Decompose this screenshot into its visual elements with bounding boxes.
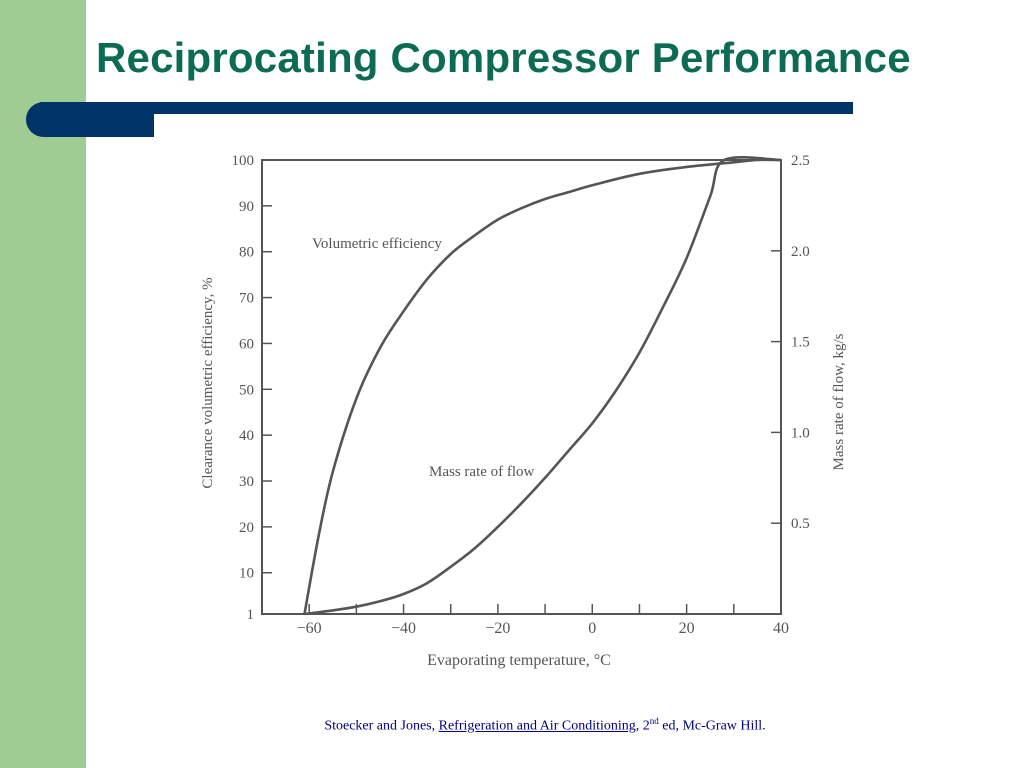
y-axis-label-right: Mass rate of flow, kg/s (831, 333, 847, 470)
left-tick-label: 20 (239, 520, 254, 536)
citation-edition: , 2 (635, 718, 650, 734)
x-tick-label: 20 (679, 620, 695, 637)
title-underline-pill (26, 102, 154, 137)
y-axis-label-left: Clearance volumetric efficiency, % (200, 277, 216, 488)
series-label-volumetric-efficiency: Volumetric efficiency (312, 236, 442, 252)
x-tick-label: 0 (588, 620, 596, 637)
slide-title: Reciprocating Compressor Performance (96, 34, 911, 81)
citation-authors: Stoecker and Jones, (324, 718, 439, 734)
right-tick-label: 2.5 (791, 153, 810, 169)
plot-border (261, 159, 782, 615)
citation-book-title[interactable]: Refrigeration and Air Conditioning (438, 718, 636, 734)
right-tick-label: 0.5 (791, 516, 810, 532)
right-tick-label: 2.0 (791, 244, 810, 260)
x-axis: −60 −40 −20 0 20 40 (297, 604, 789, 637)
series-label-mass-rate-of-flow: Mass rate of flow (429, 464, 535, 480)
right-tick-label: 1.0 (791, 425, 810, 441)
x-axis-label: Evaporating temperature, °C (427, 652, 611, 669)
left-tick-label: 60 (239, 336, 254, 352)
series-layer (303, 156, 782, 616)
left-tick-label: 1 (247, 607, 255, 623)
left-tick-label: 40 (239, 428, 254, 444)
series-line-volumetric-efficiency (303, 158, 782, 615)
left-tick-label: 100 (232, 153, 255, 169)
left-tick-label: 70 (239, 291, 254, 307)
source-citation: Stoecker and Jones, Refrigeration and Ai… (0, 716, 1024, 735)
left-y-axis: 1 10 20 30 40 50 60 70 80 90 100 (232, 153, 272, 623)
x-tick-label: −60 (297, 620, 322, 637)
x-tick-label: 40 (773, 620, 789, 637)
plot-frame (261, 159, 782, 615)
x-tick-label: −20 (485, 620, 510, 637)
series-line-mass-rate-of-flow (304, 156, 782, 616)
left-tick-label: 30 (239, 474, 254, 490)
right-y-axis: 0.5 1.0 1.5 2.0 2.5 (771, 153, 810, 532)
x-tick-label: −40 (391, 620, 416, 637)
citation-publisher: ed, Mc-Graw Hill. (658, 718, 766, 734)
left-tick-label: 80 (239, 245, 254, 261)
title-underline-bar (40, 102, 853, 114)
left-tick-label: 90 (239, 199, 254, 215)
left-tick-label: 10 (239, 566, 254, 582)
left-tick-label: 50 (239, 382, 254, 398)
citation-edition-suffix: nd (649, 716, 659, 726)
right-tick-label: 1.5 (791, 335, 810, 351)
